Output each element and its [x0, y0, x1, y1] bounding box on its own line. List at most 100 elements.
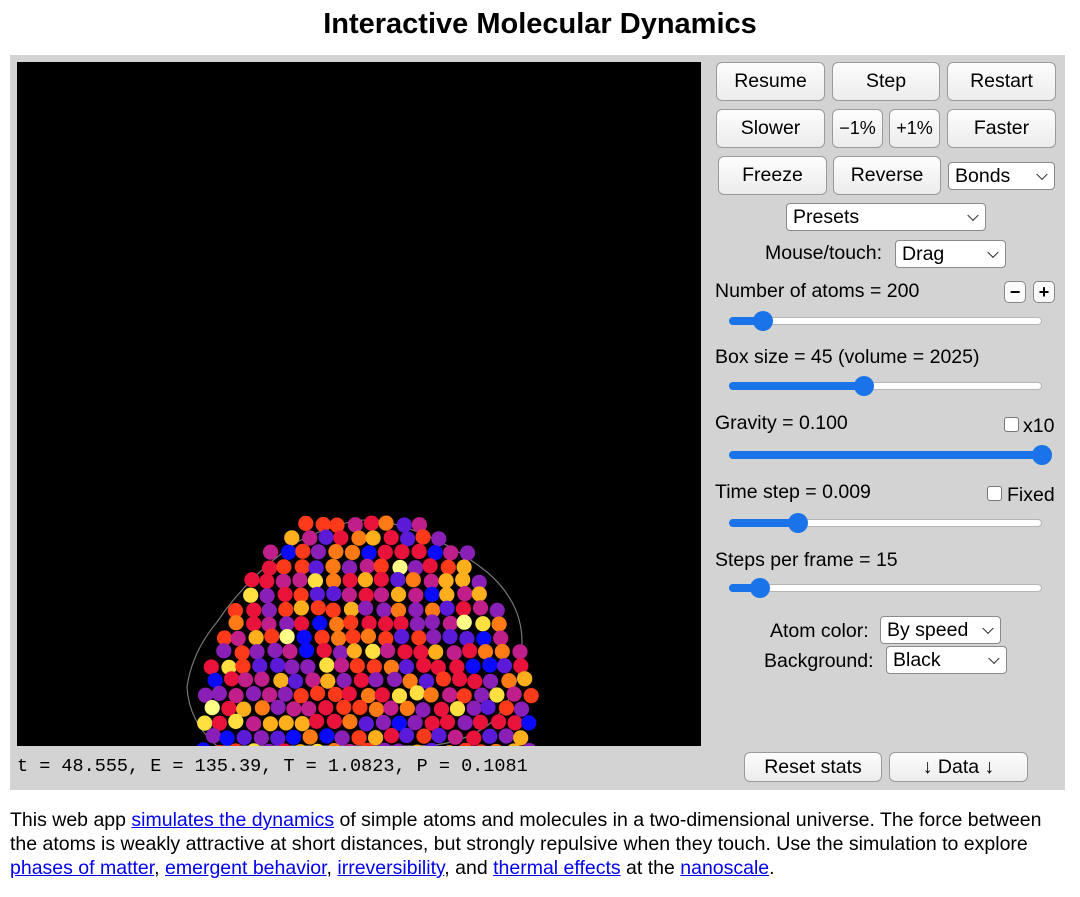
atom[interactable]: [368, 730, 384, 746]
atom[interactable]: [416, 728, 432, 744]
atom[interactable]: [517, 671, 533, 687]
atom[interactable]: [277, 743, 292, 746]
atom[interactable]: [440, 559, 456, 575]
atom[interactable]: [270, 730, 286, 746]
atom[interactable]: [326, 713, 342, 730]
simulation-canvas[interactable]: [17, 62, 701, 746]
atom[interactable]: [277, 686, 293, 702]
slider-thumb[interactable]: [750, 578, 771, 598]
atom[interactable]: [433, 701, 450, 717]
atom[interactable]: [521, 715, 537, 731]
atom[interactable]: [211, 715, 228, 731]
atom[interactable]: [246, 616, 262, 632]
atom[interactable]: [360, 742, 375, 746]
atom[interactable]: [408, 560, 424, 576]
atom[interactable]: [359, 558, 375, 574]
atom[interactable]: [383, 700, 399, 716]
atom[interactable]: [390, 586, 407, 603]
atom[interactable]: [276, 559, 292, 575]
atom[interactable]: [353, 672, 369, 688]
atom[interactable]: [419, 673, 435, 689]
atom[interactable]: [391, 743, 406, 747]
atom[interactable]: [230, 630, 246, 647]
atom[interactable]: [501, 673, 517, 689]
atom[interactable]: [342, 743, 357, 746]
atom[interactable]: [378, 616, 394, 632]
atom[interactable]: [365, 643, 381, 660]
atom[interactable]: [301, 701, 317, 717]
atom[interactable]: [293, 616, 310, 632]
box-size-slider[interactable]: [729, 376, 1042, 396]
atom[interactable]: [411, 517, 427, 533]
atom[interactable]: [368, 672, 384, 688]
atom[interactable]: [457, 715, 473, 731]
atom[interactable]: [302, 530, 318, 546]
atom[interactable]: [263, 544, 279, 560]
atom[interactable]: [343, 614, 359, 631]
atom[interactable]: [300, 659, 316, 675]
atom[interactable]: [319, 728, 335, 744]
atom[interactable]: [475, 616, 491, 632]
atom[interactable]: [471, 574, 487, 590]
fixed-checkbox[interactable]: [987, 486, 1002, 501]
link-emergent-behavior[interactable]: emergent behavior: [165, 857, 327, 879]
atom[interactable]: [287, 673, 304, 689]
atom[interactable]: [480, 699, 496, 715]
resume-button[interactable]: Resume: [716, 62, 825, 101]
atom[interactable]: [246, 743, 261, 746]
atom[interactable]: [293, 600, 309, 616]
atoms-slider[interactable]: [729, 311, 1042, 331]
atom[interactable]: [246, 716, 262, 732]
atom[interactable]: [408, 602, 424, 618]
atom[interactable]: [216, 643, 232, 659]
atom[interactable]: [310, 685, 326, 701]
atom[interactable]: [458, 742, 473, 746]
atom[interactable]: [455, 601, 472, 617]
atom[interactable]: [197, 687, 214, 703]
atom[interactable]: [447, 729, 463, 745]
atom[interactable]: [424, 586, 440, 602]
atom[interactable]: [459, 631, 475, 647]
atom[interactable]: [390, 572, 406, 588]
atom[interactable]: [465, 658, 481, 674]
atom[interactable]: [342, 714, 358, 730]
atom[interactable]: [512, 644, 528, 660]
atom[interactable]: [392, 559, 408, 576]
mouse-touch-select[interactable]: Drag: [895, 240, 1006, 268]
atom[interactable]: [252, 658, 268, 674]
atom[interactable]: [293, 688, 309, 704]
atom[interactable]: [228, 615, 244, 631]
atom[interactable]: [397, 644, 413, 660]
atom[interactable]: [442, 615, 458, 632]
atom[interactable]: [314, 629, 330, 646]
atom[interactable]: [284, 659, 300, 675]
atom[interactable]: [235, 658, 251, 674]
atom[interactable]: [394, 544, 410, 560]
atom[interactable]: [248, 630, 264, 646]
atoms-increase-button[interactable]: +: [1033, 281, 1055, 303]
atom[interactable]: [327, 743, 342, 746]
atom[interactable]: [295, 543, 311, 559]
link-phases-of-matter[interactable]: phases of matter: [10, 857, 155, 879]
atom[interactable]: [325, 573, 342, 589]
atom[interactable]: [228, 743, 243, 746]
atom[interactable]: [507, 715, 523, 731]
atom[interactable]: [431, 727, 447, 744]
atom[interactable]: [316, 642, 332, 659]
steps-per-frame-slider[interactable]: [729, 578, 1042, 598]
atom[interactable]: [302, 729, 318, 745]
atom[interactable]: [476, 631, 492, 647]
atom[interactable]: [446, 645, 462, 661]
atom[interactable]: [261, 560, 278, 576]
background-select[interactable]: Black: [886, 646, 1007, 674]
reset-stats-button[interactable]: Reset stats: [744, 752, 882, 782]
atom[interactable]: [228, 688, 244, 704]
atom[interactable]: [329, 517, 345, 533]
atom[interactable]: [270, 657, 286, 673]
atom[interactable]: [224, 671, 240, 687]
atom[interactable]: [221, 700, 237, 717]
atom[interactable]: [466, 700, 482, 716]
atom[interactable]: [373, 571, 389, 587]
slower-button[interactable]: Slower: [716, 109, 825, 148]
atom[interactable]: [357, 572, 373, 588]
